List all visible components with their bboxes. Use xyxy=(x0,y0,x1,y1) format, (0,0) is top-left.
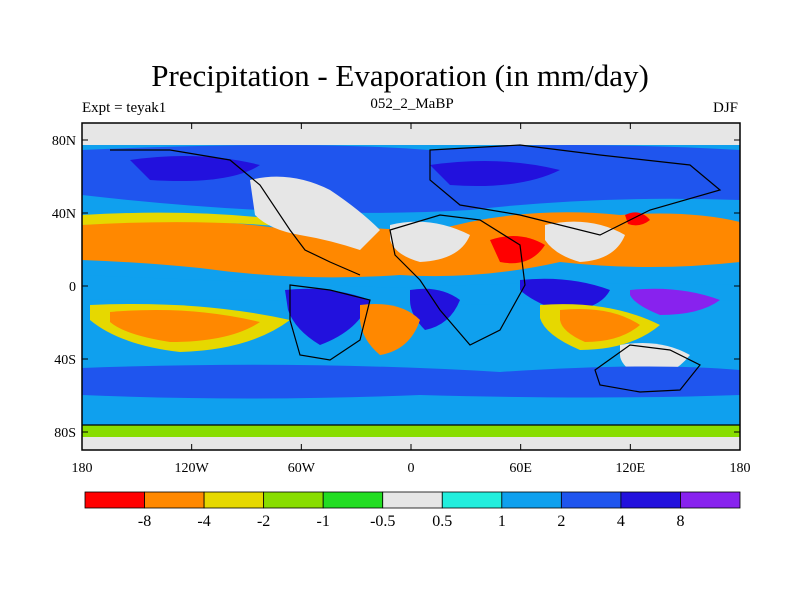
colorbar-label: -0.5 xyxy=(370,513,395,530)
coast-north-america xyxy=(110,149,361,276)
y-axis: 80N 40N 0 40S 80S xyxy=(52,134,740,441)
coast-australia xyxy=(594,344,701,393)
map-field xyxy=(82,123,740,450)
north-america-land xyxy=(250,176,380,250)
maritime-continent-wet xyxy=(520,278,610,312)
colorbar-label: 4 xyxy=(617,513,625,530)
colorbar-label: 0.5 xyxy=(432,513,452,530)
y-tick-label: 40S xyxy=(54,353,76,368)
colorbar-label: 1 xyxy=(498,513,506,530)
y-tick-label: 80S xyxy=(54,426,76,441)
south-america-wet xyxy=(285,288,370,345)
south-asia-land xyxy=(545,221,625,262)
west-pacific-max xyxy=(630,288,720,315)
colorbar-swatch xyxy=(560,491,622,509)
colorbar-swatch xyxy=(203,491,265,509)
x-tick-label: 0 xyxy=(408,461,415,476)
coast-africa xyxy=(389,214,526,346)
colorbar-swatch xyxy=(84,491,145,509)
north-pacific-max xyxy=(130,156,260,181)
colorbar-label: -1 xyxy=(317,513,330,530)
colorbar-swatch xyxy=(263,491,324,509)
colorbar-swatch xyxy=(144,491,205,509)
antarctic-land xyxy=(82,437,740,450)
y-tick-label: 0 xyxy=(69,280,76,295)
x-tick-label: 180 xyxy=(730,461,751,476)
colorbar-label: 8 xyxy=(676,513,684,530)
south-pacific-dry xyxy=(110,309,260,342)
x-tick-label: 120W xyxy=(175,461,210,476)
colorbar-swatch xyxy=(620,491,681,509)
season-label: DJF xyxy=(712,100,738,116)
colorbar-swatch xyxy=(382,491,443,509)
indian-ocean-dry xyxy=(560,309,640,342)
colorbar-swatch xyxy=(322,491,384,509)
experiment-label: Expt = teyak1 xyxy=(82,100,167,116)
north-dry-edge xyxy=(82,212,300,228)
coast-eurasia xyxy=(429,144,722,236)
colorbar-label: -4 xyxy=(197,513,210,530)
africa-wet xyxy=(410,288,460,330)
south-atlantic-dry xyxy=(360,304,420,355)
colorbar-swatch xyxy=(501,491,562,509)
map-title: Precipitation - Evaporation (in mm/day) xyxy=(151,58,649,93)
period-label: 052_2_MaBP xyxy=(370,96,454,112)
x-axis: 180 120W 60W 0 60E 120E 180 xyxy=(72,123,751,476)
y-tick-label: 40N xyxy=(52,207,76,222)
southern-ocean-wet xyxy=(82,364,740,399)
arabia-extreme-dry xyxy=(490,236,545,264)
x-tick-label: 60W xyxy=(288,461,316,476)
coast-south-america xyxy=(289,284,371,361)
colorbar: -8 -4 -2 -1 -0.5 0.5 1 2 4 8 xyxy=(84,491,741,530)
x-tick-label: 180 xyxy=(72,461,93,476)
colorbar-swatch xyxy=(441,491,503,509)
asia-dry-spot xyxy=(625,212,650,226)
y-tick-label: 80N xyxy=(52,134,76,149)
north-atlantic-max xyxy=(430,161,560,186)
colorbar-label: 2 xyxy=(557,513,565,530)
x-tick-label: 60E xyxy=(509,461,532,476)
colorbar-swatch xyxy=(680,491,741,509)
northern-wet-band xyxy=(82,145,740,213)
x-tick-label: 120E xyxy=(616,461,646,476)
north-africa-land xyxy=(390,221,470,262)
colorbar-label: -8 xyxy=(138,513,151,530)
coastlines xyxy=(82,144,740,426)
arctic-band xyxy=(82,123,740,145)
colorbar-label: -2 xyxy=(257,513,270,530)
